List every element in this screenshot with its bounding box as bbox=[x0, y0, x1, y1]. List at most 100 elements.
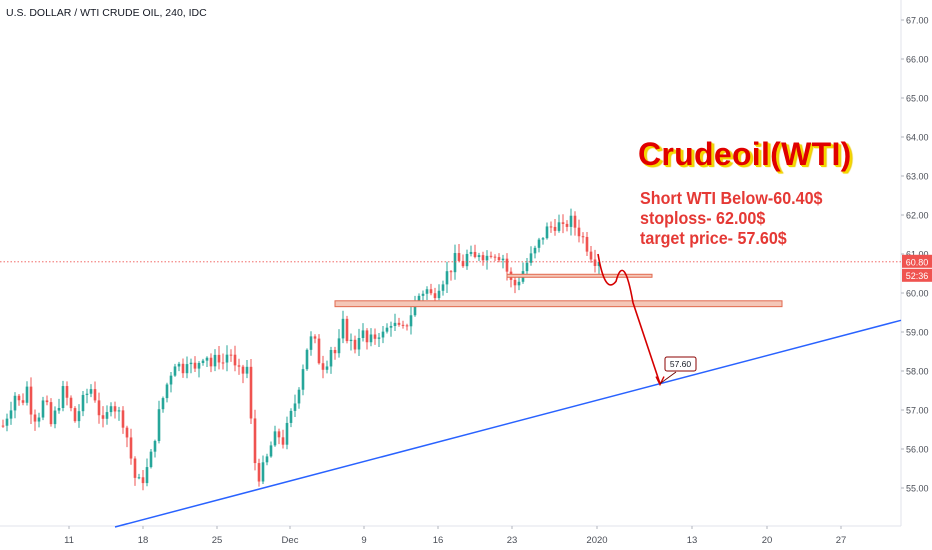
candle-body bbox=[561, 222, 565, 224]
support-zone-upper bbox=[506, 273, 653, 278]
candle-body bbox=[449, 271, 453, 273]
candle-body bbox=[173, 366, 177, 376]
candle-body bbox=[169, 375, 173, 385]
target-price-note: target price- 57.60$ bbox=[640, 228, 787, 248]
candle-body bbox=[533, 247, 537, 254]
candle-body bbox=[225, 354, 229, 363]
y-tick-label: 60.00 bbox=[906, 289, 929, 299]
candle-body bbox=[29, 386, 33, 415]
candle-body bbox=[253, 418, 257, 464]
candle-body bbox=[573, 215, 577, 228]
candle-body bbox=[493, 256, 497, 258]
bar-countdown-label: 52:36 bbox=[906, 271, 929, 281]
candle-body bbox=[233, 354, 237, 366]
candle-body bbox=[145, 467, 149, 484]
candle-body bbox=[441, 284, 445, 291]
candle-body bbox=[113, 406, 117, 412]
candle-body bbox=[181, 363, 185, 374]
candle-body bbox=[45, 400, 49, 403]
candle-body bbox=[477, 255, 481, 258]
y-tick-label: 61.00 bbox=[906, 250, 929, 260]
candle-body bbox=[465, 253, 469, 267]
last-price-tag-label: 60.80 bbox=[906, 257, 929, 267]
candle-body bbox=[5, 418, 9, 426]
candle-body bbox=[397, 322, 401, 325]
candle-body bbox=[213, 354, 217, 367]
candle-body bbox=[517, 281, 521, 286]
candle-body bbox=[421, 293, 425, 296]
candle-body bbox=[597, 261, 601, 266]
x-tick-label: 25 bbox=[212, 535, 223, 546]
candle-body bbox=[557, 222, 561, 231]
candle-body bbox=[53, 410, 57, 425]
candle-body bbox=[121, 410, 125, 428]
target-callout-box bbox=[664, 356, 697, 372]
candle-body bbox=[501, 258, 505, 261]
y-tick-label: 56.00 bbox=[906, 445, 929, 455]
projected-path-arrow bbox=[597, 253, 661, 384]
candle-body bbox=[293, 403, 297, 411]
candle-body bbox=[461, 260, 465, 267]
candle-body bbox=[125, 427, 129, 438]
candle-body bbox=[345, 318, 349, 342]
candle-body bbox=[245, 366, 249, 374]
candle-body bbox=[365, 330, 369, 343]
candle-body bbox=[61, 386, 65, 409]
candle-body bbox=[413, 301, 417, 316]
candle-body bbox=[453, 253, 457, 273]
candle-body bbox=[129, 437, 133, 459]
candle-body bbox=[185, 364, 189, 374]
candle-body bbox=[261, 462, 265, 482]
candle-body bbox=[437, 290, 441, 299]
candle-body bbox=[329, 349, 333, 367]
candle-body bbox=[541, 238, 545, 240]
candle-body bbox=[25, 386, 29, 403]
y-tick-label: 57.00 bbox=[906, 406, 929, 416]
candle-body bbox=[81, 394, 85, 412]
candle-body bbox=[513, 279, 517, 286]
candle-body bbox=[445, 271, 449, 285]
x-tick-label: Dec bbox=[282, 535, 299, 546]
candle-body bbox=[497, 257, 501, 261]
stoploss-note: stoploss- 62.00$ bbox=[640, 208, 766, 228]
arrow-head bbox=[655, 376, 665, 387]
candle-body bbox=[229, 354, 233, 356]
candle-body bbox=[361, 330, 365, 338]
candle-body bbox=[193, 362, 197, 369]
candle-body bbox=[109, 406, 113, 413]
x-tick-label: 16 bbox=[433, 535, 444, 546]
candle-body bbox=[381, 331, 385, 338]
candle-body bbox=[269, 445, 273, 457]
x-tick-label: 11 bbox=[64, 535, 74, 546]
candle-body bbox=[373, 334, 377, 339]
last-price-tag bbox=[902, 254, 932, 268]
candle-body bbox=[177, 363, 181, 367]
candle-body bbox=[565, 223, 569, 227]
candle-body bbox=[209, 357, 213, 367]
y-tick-label: 67.00 bbox=[906, 16, 929, 26]
candle-body bbox=[393, 322, 397, 326]
candlestick-series bbox=[1, 208, 601, 491]
candle-body bbox=[13, 395, 17, 411]
candle-body bbox=[221, 362, 225, 364]
x-axis-ticks: 11 18 25 Dec 9 16 23 2020 13 20 27 bbox=[0, 525, 901, 546]
candle-body bbox=[429, 289, 433, 294]
x-tick-label: 20 bbox=[762, 535, 773, 546]
ascending-trendline bbox=[114, 319, 902, 528]
candle-body bbox=[481, 255, 485, 261]
candle-body bbox=[473, 251, 477, 258]
candle-body bbox=[165, 384, 169, 399]
candle-body bbox=[337, 338, 341, 354]
candle-body bbox=[77, 411, 81, 422]
target-callout-leader bbox=[659, 371, 677, 384]
candle-body bbox=[41, 400, 45, 418]
candle-body bbox=[349, 339, 353, 342]
candle-body bbox=[257, 463, 261, 482]
candle-body bbox=[409, 315, 413, 327]
candle-body bbox=[69, 397, 73, 409]
candle-body bbox=[1, 425, 5, 427]
candle-body bbox=[353, 339, 357, 350]
candle-body bbox=[357, 337, 361, 350]
candle-body bbox=[249, 366, 253, 419]
